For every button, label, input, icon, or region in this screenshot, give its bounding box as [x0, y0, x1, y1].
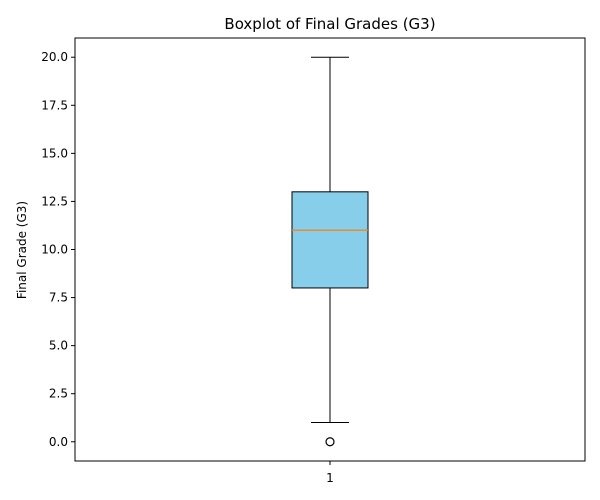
- x-tick-label: 1: [326, 471, 334, 485]
- chart-title: Boxplot of Final Grades (G3): [224, 15, 435, 33]
- y-tick-label: 17.5: [41, 98, 68, 112]
- y-tick-label: 20.0: [41, 50, 68, 64]
- y-tick-label: 2.5: [49, 387, 68, 401]
- y-tick-label: 7.5: [49, 291, 68, 305]
- plot-frame: [74, 37, 586, 462]
- y-tick-label: 5.0: [49, 339, 68, 353]
- outlier-point: [325, 437, 335, 447]
- y-tick-label: 0.0: [49, 435, 68, 449]
- y-axis-label: Final Grade (G3): [15, 201, 29, 299]
- y-tick-label: 10.0: [41, 243, 68, 257]
- plot-area: 0.0 2.5 5.0 7.5 10.0 12.5 15.0 17.5 20.0 1: [41, 50, 369, 485]
- y-tick-label: 15.0: [41, 146, 68, 160]
- iqr-box: [291, 191, 369, 289]
- y-tick-label: 12.5: [41, 194, 68, 208]
